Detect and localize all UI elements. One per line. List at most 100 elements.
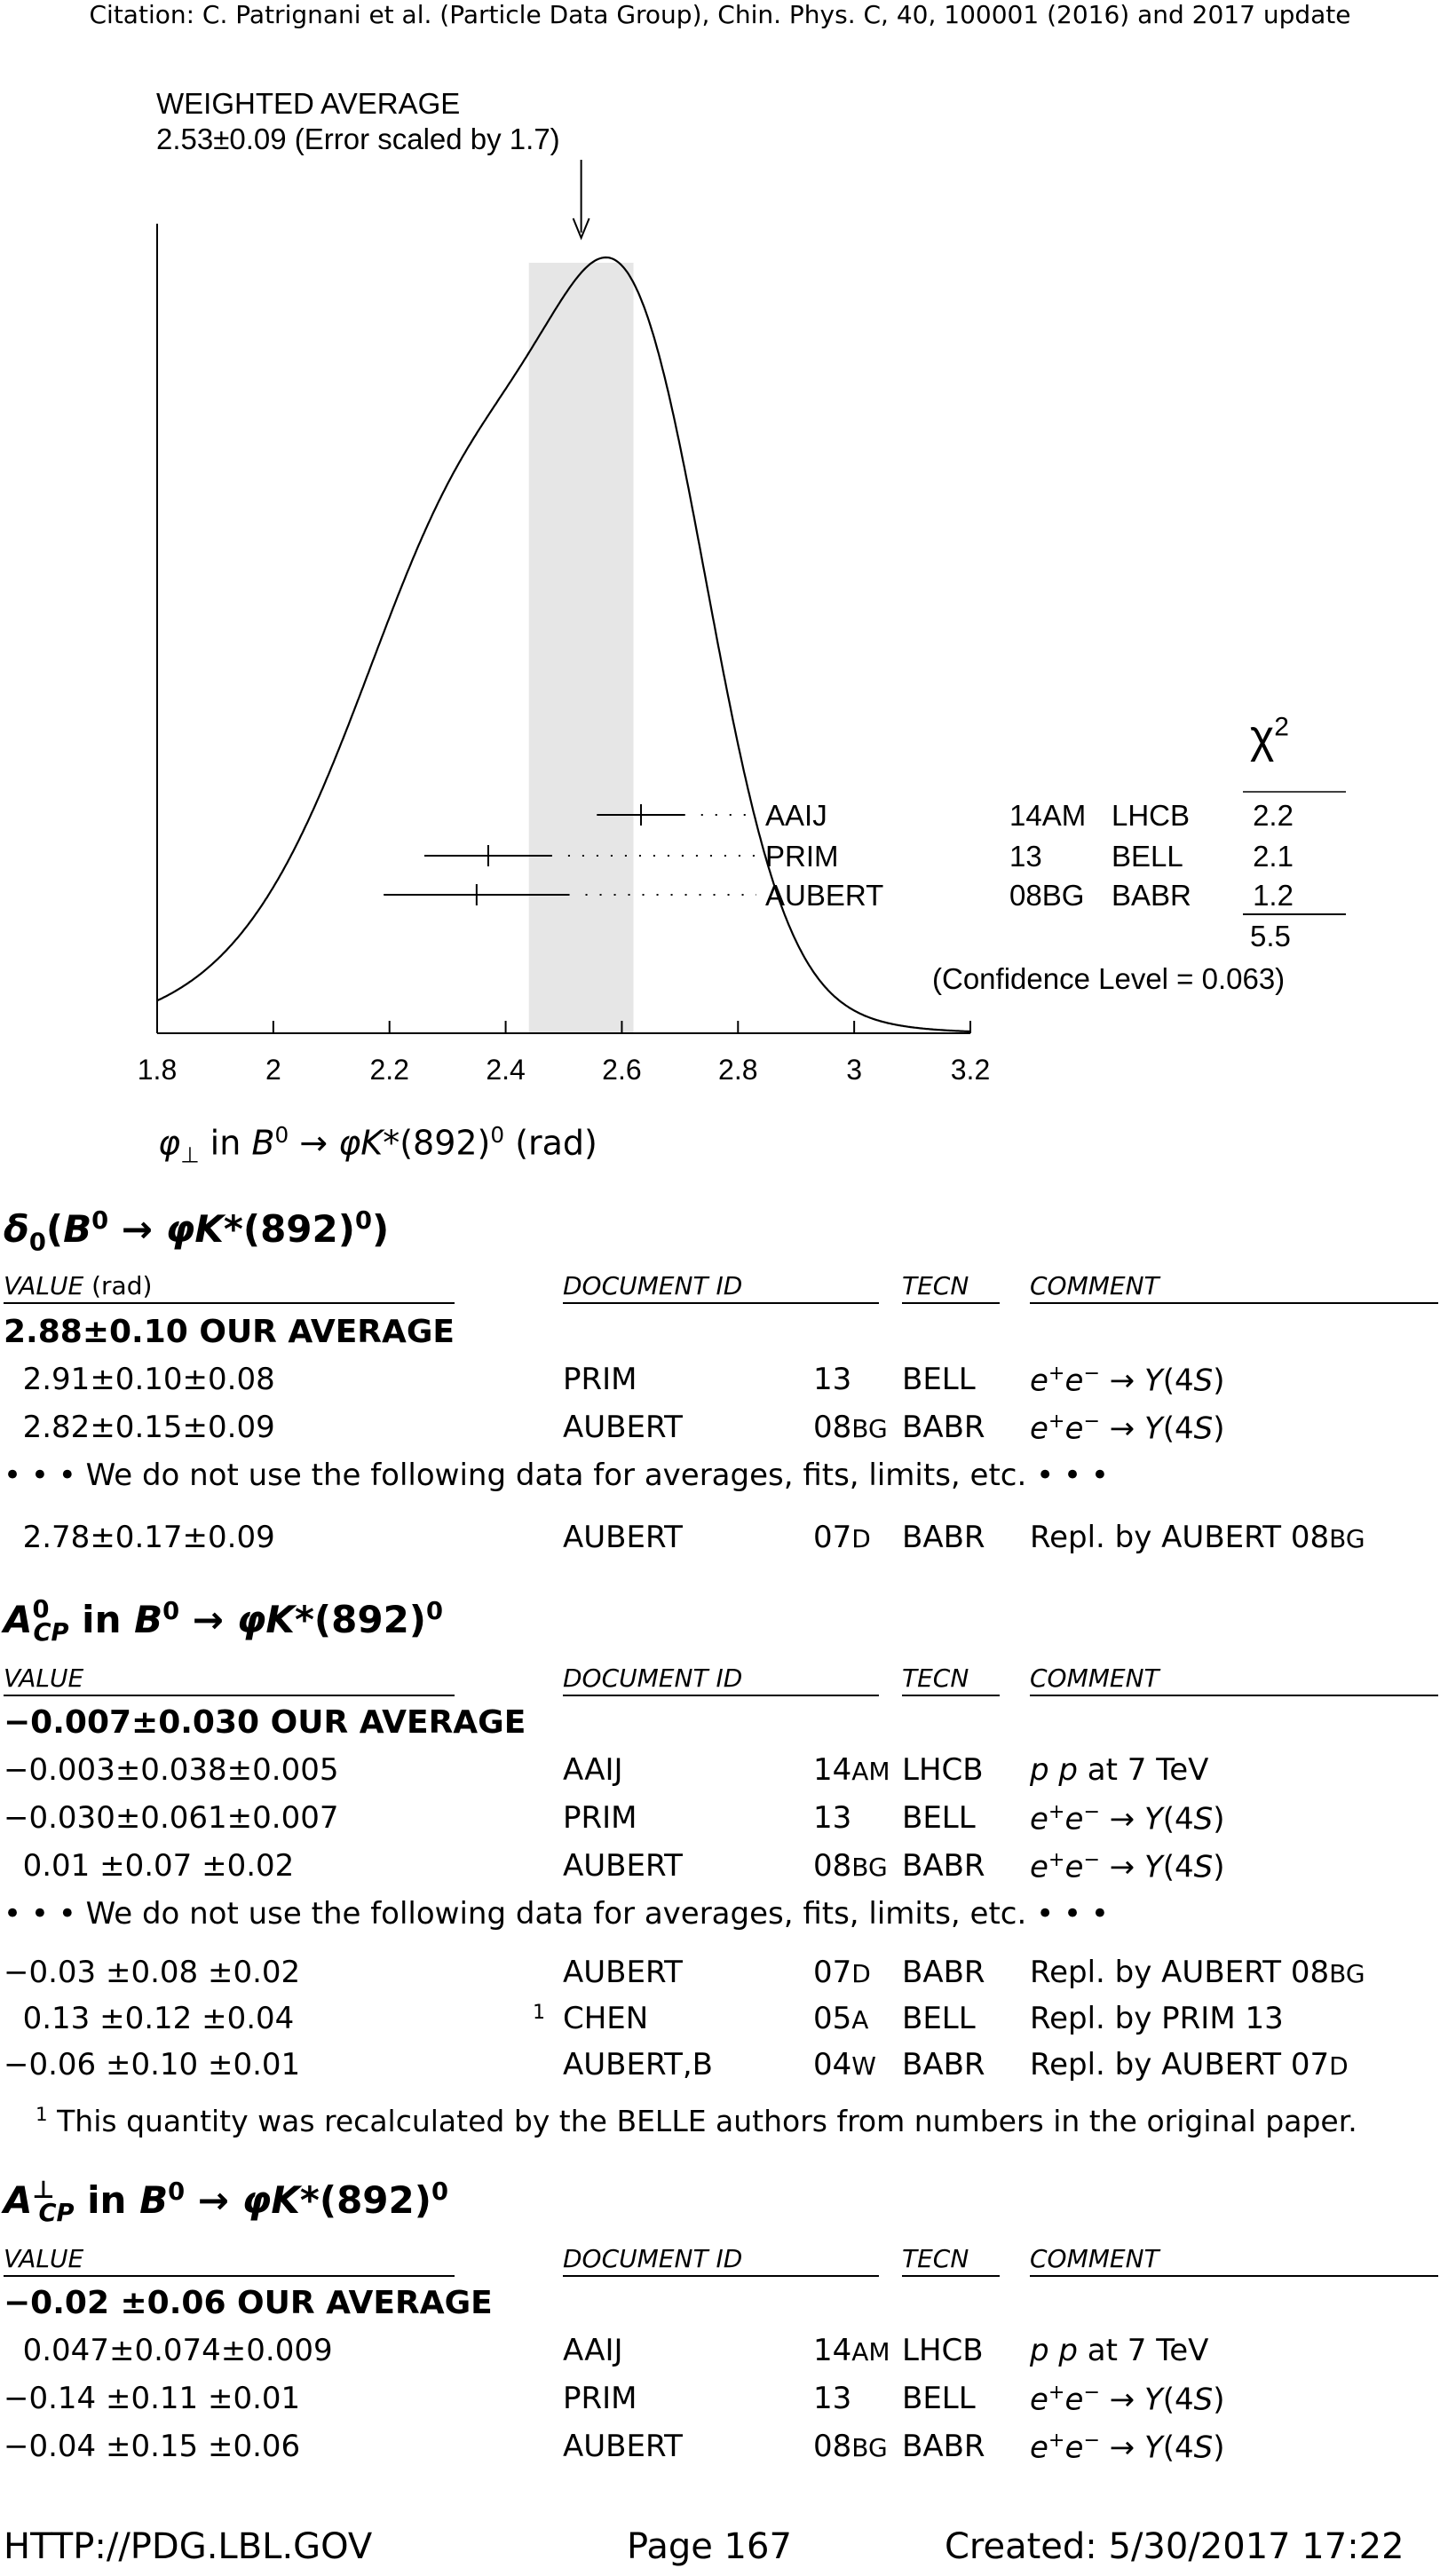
row-comment: Repl. by AUBERT 08BG [1030, 1955, 1365, 1990]
row-comment: e+e− → Υ(4S) [1030, 2429, 1225, 2466]
row-year: 05A [813, 2001, 869, 2036]
measurement-tecn: BELL [1112, 840, 1183, 873]
measurement-ref: 08BG [1009, 879, 1084, 912]
chi2-header: χ2 [1250, 711, 1289, 763]
row-value: −0.14 ±0.11 ±0.01 [4, 2381, 301, 2416]
row-tecn: BELL [902, 1362, 976, 1397]
chart-xlabel: φ⊥ in B0 → φK*(892)0 (rad) [158, 1122, 597, 1168]
row-comment: e+e− → Υ(4S) [1030, 1848, 1225, 1885]
ideogram-curve [156, 256, 971, 1033]
section1-average: 2.88±0.10 OUR AVERAGE [4, 1314, 455, 1350]
row-tecn: BABR [902, 2429, 985, 2464]
row-year: 08BG [813, 1848, 888, 1884]
col-comment: COMMENT [1030, 1271, 1438, 1304]
x-tick-label: 2 [265, 1054, 281, 1086]
row-tecn: LHCB [902, 1752, 984, 1788]
citation-header: Citation: C. Patrignani et al. (Particle… [89, 0, 1351, 29]
row-comment: Repl. by AUBERT 08BG [1030, 1520, 1365, 1555]
row-value: −0.04 ±0.15 ±0.06 [4, 2429, 301, 2464]
col-comment-3: COMMENT [1030, 2244, 1438, 2277]
x-tick-label: 2.2 [369, 1054, 408, 1086]
row-value: −0.06 ±0.10 ±0.01 [4, 2047, 301, 2082]
no-use-notice: • • • We do not use the following data f… [4, 1458, 1109, 1493]
average-arrow-head [572, 217, 590, 241]
row-year: 08BG [813, 2429, 888, 2464]
row-document-id: AUBERT [563, 2429, 683, 2464]
row-value: −0.003±0.038±0.005 [4, 1752, 339, 1788]
row-comment: e+e− → Υ(4S) [1030, 1410, 1225, 1447]
col-document-id: DOCUMENT ID [563, 1271, 879, 1304]
measurement-chi2: 2.2 [1253, 799, 1294, 832]
row-comment: Repl. by AUBERT 07D [1030, 2047, 1349, 2082]
measurement-name: AUBERT [765, 879, 883, 912]
row-value: −0.030±0.061±0.007 [4, 1800, 339, 1836]
row-value: 0.047±0.074±0.009 [4, 2333, 333, 2368]
footer-page: Page 167 [627, 2526, 792, 2567]
col-tecn: TECN [902, 1271, 1000, 1304]
row-tecn: BELL [902, 1800, 976, 1836]
footer-created: Created: 5/30/2017 17:22 [945, 2526, 1404, 2567]
row-document-id: AUBERT [563, 1955, 683, 1990]
col-value-3: VALUE [4, 2244, 455, 2277]
x-tick-label: 1.8 [138, 1054, 177, 1086]
col-value-rad: VALUE (rad) [4, 1271, 455, 1304]
ideogram-chart: 1.8 2 2.2 2.4 2.6 2.8 3 3.2 AAIJ 14AM LHCB 2.2 PRIM 1… [138, 160, 1346, 1086]
row-document-id: AUBERT [563, 1520, 683, 1555]
measurement-chi2: 2.1 [1253, 840, 1294, 873]
row-value: 2.82±0.15±0.09 [4, 1410, 275, 1445]
row-year: 08BG [813, 1410, 888, 1445]
col-document-id-2: DOCUMENT ID [563, 1663, 879, 1696]
row-comment: e+e− → Υ(4S) [1030, 1362, 1225, 1399]
col-tecn-2: TECN [902, 1663, 1000, 1696]
row-document-id: AUBERT [563, 1410, 683, 1445]
row-year: 13 [813, 1362, 852, 1397]
col-value: VALUE [4, 1663, 455, 1696]
section3-average: −0.02 ±0.06 OUR AVERAGE [4, 2285, 493, 2321]
row-year: 07D [813, 1520, 871, 1555]
x-tick-label: 3.2 [951, 1054, 990, 1086]
section2-average: −0.007±0.030 OUR AVERAGE [4, 1704, 526, 1741]
row-year: 14AM [813, 1752, 890, 1788]
measurement-chi2: 1.2 [1253, 879, 1294, 912]
measurement-tecn: BABR [1112, 879, 1191, 912]
col-comment-2: COMMENT [1030, 1663, 1438, 1696]
confidence-level: (Confidence Level = 0.063) [932, 962, 1286, 995]
row-tecn: BELL [902, 2381, 976, 2416]
row-document-id: PRIM [563, 1362, 637, 1397]
row-comment: p p at 7 TeV [1030, 2333, 1209, 2368]
x-tick-label: 3 [846, 1054, 862, 1086]
no-use-notice: • • • We do not use the following data f… [4, 1896, 1109, 1932]
section3-title: A⊥CP in B0 → φK*(892)0 [4, 2177, 448, 2228]
x-tick-label: 2.4 [486, 1054, 525, 1086]
chi2-total: 5.5 [1250, 920, 1291, 952]
row-document-id: PRIM [563, 1800, 637, 1836]
col-tecn-3: TECN [902, 2244, 1000, 2277]
measurement-name: PRIM [765, 840, 839, 873]
row-year: 13 [813, 1800, 852, 1836]
row-year: 14AM [813, 2333, 890, 2368]
row-tecn: BELL [902, 2001, 976, 2036]
row-tecn: LHCB [902, 2333, 984, 2368]
measurement-ref: 13 [1009, 840, 1042, 873]
row-value: 2.91±0.10±0.08 [4, 1362, 275, 1397]
row-document-id: AUBERT [563, 1848, 683, 1884]
row-value: 2.78±0.17±0.09 [4, 1520, 275, 1555]
row-document-id: PRIM [563, 2381, 637, 2416]
footnote: 1 This quantity was recalculated by the … [36, 2104, 1357, 2138]
row-tecn: BABR [902, 1520, 985, 1555]
row-document-id: AUBERT,B [563, 2047, 714, 2082]
chart-title: WEIGHTED AVERAGE [156, 87, 461, 120]
row-document-id: AAIJ [563, 1752, 623, 1788]
row-comment: e+e− → Υ(4S) [1030, 1800, 1225, 1837]
row-comment: e+e− → Υ(4S) [1030, 2381, 1225, 2418]
row-value: −0.03 ±0.08 ±0.02 [4, 1955, 301, 1990]
row-value: 0.13 ±0.12 ±0.04 [4, 2001, 295, 2036]
row-comment: Repl. by PRIM 13 [1030, 2001, 1284, 2036]
row-year: 13 [813, 2381, 852, 2416]
footer-url[interactable]: HTTP://PDG.LBL.GOV [4, 2526, 373, 2567]
x-tick-label: 2.6 [602, 1054, 641, 1086]
row-document-id: CHEN [563, 2001, 649, 2036]
row-tecn: BABR [902, 1410, 985, 1445]
measurement-name: AAIJ [765, 799, 827, 832]
section1-title: δ0(B0 → φK*(892)0) [4, 1207, 390, 1257]
